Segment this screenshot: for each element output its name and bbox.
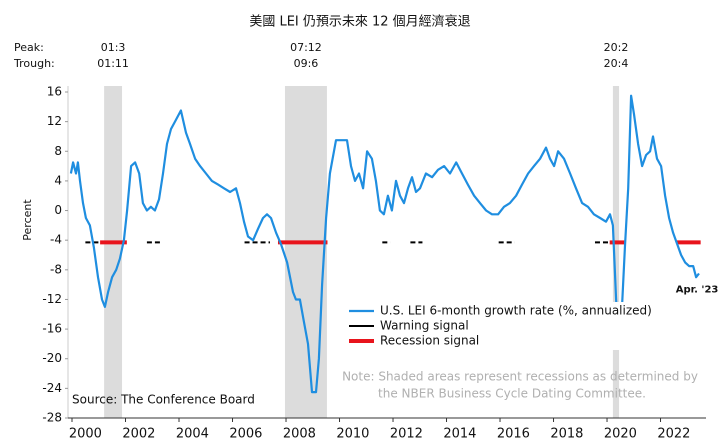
x-tick-label: 2022 bbox=[657, 427, 690, 442]
recession-peak: 01:3 bbox=[101, 41, 126, 54]
recession-trough: 09:6 bbox=[294, 57, 319, 70]
note-line: Note: Shaded areas represent recessions … bbox=[342, 370, 698, 384]
y-tick-label: 0 bbox=[54, 203, 62, 217]
recession-peak: 07:12 bbox=[290, 41, 322, 54]
legend-label: Recession signal bbox=[380, 334, 479, 348]
recession-trough: 20:4 bbox=[604, 57, 629, 70]
x-tick-label: 2016 bbox=[497, 427, 530, 442]
x-tick-label: 2008 bbox=[283, 427, 316, 442]
y-tick-label: -28 bbox=[42, 411, 62, 425]
recession-peak: 20:2 bbox=[604, 41, 629, 54]
x-tick-label: 2018 bbox=[550, 427, 583, 442]
recession-shade bbox=[104, 86, 123, 418]
chart-title: 美國 LEI 仍預示未來 12 個月經濟衰退 bbox=[249, 14, 470, 30]
y-tick-label: -4 bbox=[50, 233, 62, 247]
recession-shade bbox=[284, 86, 327, 418]
recession-trough: 01:11 bbox=[97, 57, 129, 70]
legend: U.S. LEI 6-month growth rate (%, annuali… bbox=[343, 302, 652, 350]
y-tick-label: 12 bbox=[47, 114, 62, 128]
y-tick-label: -8 bbox=[50, 262, 62, 276]
x-tick-label: 2010 bbox=[336, 427, 369, 442]
y-tick-label: -16 bbox=[42, 322, 62, 336]
y-tick-label: -24 bbox=[42, 381, 62, 395]
y-tick-label: 4 bbox=[54, 173, 62, 187]
legend-label: U.S. LEI 6-month growth rate (%, annuali… bbox=[380, 304, 652, 318]
y-tick-label: -12 bbox=[42, 292, 62, 306]
recession-shade bbox=[612, 86, 620, 418]
x-tick-label: 2020 bbox=[604, 427, 637, 442]
x-tick-label: 2012 bbox=[390, 427, 423, 442]
x-tick-label: 2000 bbox=[69, 427, 102, 442]
x-tick-label: 2006 bbox=[229, 427, 262, 442]
y-tick-label: 8 bbox=[54, 144, 62, 158]
trough-label: Trough: bbox=[13, 57, 55, 70]
legend-label: Warning signal bbox=[380, 319, 469, 333]
lei-line bbox=[69, 94, 700, 394]
peak-label: Peak: bbox=[14, 41, 44, 54]
x-tick-label: 2014 bbox=[443, 427, 476, 442]
x-tick-label: 2002 bbox=[122, 427, 155, 442]
note-line: the NBER Business Cycle Dating Committee… bbox=[378, 387, 646, 401]
y-tick-label: 16 bbox=[47, 85, 62, 99]
y-tick-label: -20 bbox=[42, 351, 62, 365]
y-axis-label: Percent bbox=[21, 199, 34, 241]
legend-box bbox=[343, 302, 643, 350]
x-tick-label: 2004 bbox=[176, 427, 209, 442]
end-label: Apr. '23 bbox=[676, 285, 719, 296]
source: Source: The Conference Board bbox=[72, 393, 255, 407]
